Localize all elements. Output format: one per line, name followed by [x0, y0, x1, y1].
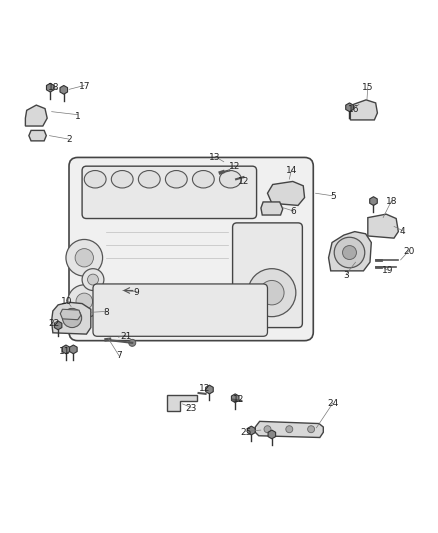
FancyBboxPatch shape: [93, 284, 267, 336]
Polygon shape: [231, 394, 238, 402]
Polygon shape: [62, 345, 70, 354]
Polygon shape: [167, 395, 196, 411]
Circle shape: [67, 285, 101, 318]
Ellipse shape: [84, 171, 106, 188]
Polygon shape: [254, 422, 322, 438]
Text: 17: 17: [78, 82, 90, 91]
Text: 16: 16: [347, 105, 359, 114]
Text: 11: 11: [59, 347, 70, 356]
Polygon shape: [70, 345, 77, 354]
Circle shape: [263, 426, 270, 433]
Polygon shape: [350, 100, 377, 120]
Text: 18: 18: [385, 197, 397, 206]
Ellipse shape: [192, 171, 214, 188]
Text: 5: 5: [329, 192, 335, 201]
Text: 22: 22: [48, 319, 59, 328]
FancyBboxPatch shape: [82, 166, 256, 219]
Text: 25: 25: [240, 428, 251, 437]
Text: 19: 19: [381, 266, 392, 276]
Text: 23: 23: [185, 404, 196, 413]
Ellipse shape: [165, 171, 187, 188]
Polygon shape: [369, 197, 376, 205]
Polygon shape: [25, 105, 47, 126]
Circle shape: [76, 293, 92, 310]
Ellipse shape: [219, 171, 241, 188]
Text: 12: 12: [233, 395, 244, 404]
Text: 4: 4: [399, 227, 405, 236]
Text: 9: 9: [134, 288, 139, 297]
Circle shape: [333, 237, 364, 268]
Polygon shape: [46, 83, 54, 92]
Polygon shape: [268, 430, 275, 439]
Circle shape: [87, 274, 98, 285]
Polygon shape: [205, 385, 213, 394]
Circle shape: [62, 309, 81, 328]
Polygon shape: [345, 103, 353, 111]
Text: 12: 12: [229, 161, 240, 171]
Circle shape: [285, 426, 292, 433]
Text: 13: 13: [209, 153, 220, 162]
Circle shape: [66, 239, 102, 276]
Polygon shape: [260, 202, 282, 215]
Polygon shape: [367, 214, 397, 238]
Circle shape: [75, 248, 93, 267]
Text: 1: 1: [75, 111, 81, 120]
Polygon shape: [51, 302, 91, 334]
Circle shape: [342, 246, 356, 260]
Text: 15: 15: [361, 83, 373, 92]
Ellipse shape: [111, 171, 133, 188]
Text: 2: 2: [66, 135, 72, 144]
Circle shape: [128, 340, 135, 346]
Polygon shape: [54, 321, 62, 330]
Text: 7: 7: [116, 351, 122, 360]
FancyBboxPatch shape: [232, 223, 302, 328]
Polygon shape: [247, 426, 254, 435]
Circle shape: [82, 269, 104, 290]
Text: 21: 21: [120, 332, 131, 341]
Polygon shape: [60, 309, 81, 320]
Text: 20: 20: [403, 247, 414, 256]
Text: 10: 10: [61, 297, 72, 306]
Text: 12: 12: [198, 384, 209, 393]
Polygon shape: [267, 181, 304, 205]
Text: 14: 14: [285, 166, 297, 175]
Ellipse shape: [138, 171, 160, 188]
Text: 12: 12: [237, 177, 249, 186]
Text: 8: 8: [103, 308, 109, 317]
Text: 18: 18: [48, 83, 60, 92]
Circle shape: [307, 426, 314, 433]
Polygon shape: [328, 232, 371, 271]
Text: 6: 6: [290, 207, 296, 216]
Circle shape: [259, 280, 283, 305]
Circle shape: [247, 269, 295, 317]
Polygon shape: [60, 85, 67, 94]
Text: 3: 3: [343, 271, 348, 280]
FancyBboxPatch shape: [69, 157, 313, 341]
Text: 24: 24: [327, 399, 338, 408]
Polygon shape: [29, 131, 46, 141]
